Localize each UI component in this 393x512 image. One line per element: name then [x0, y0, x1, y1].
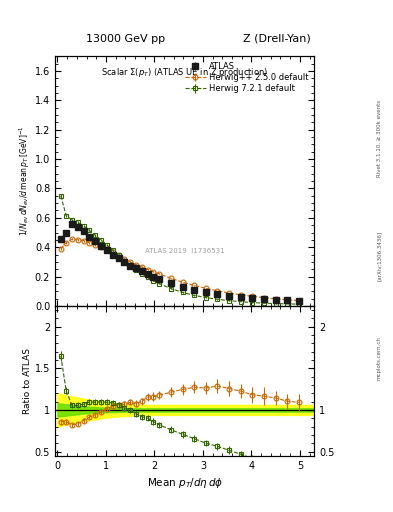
Text: ATLAS 2019  I1736531: ATLAS 2019 I1736531: [145, 248, 224, 254]
Y-axis label: Ratio to ATLAS: Ratio to ATLAS: [23, 348, 32, 414]
Text: 13000 GeV pp: 13000 GeV pp: [86, 33, 165, 44]
Text: [arXiv:1306.3436]: [arXiv:1306.3436]: [377, 231, 382, 281]
Y-axis label: $1/N_{ev}\,dN_{ev}/d\,\mathrm{mean}\,p_T\,[\mathrm{GeV}]^{-1}$: $1/N_{ev}\,dN_{ev}/d\,\mathrm{mean}\,p_T…: [18, 126, 32, 237]
Text: Scalar $\Sigma(p_T)$ (ATLAS UE in Z production): Scalar $\Sigma(p_T)$ (ATLAS UE in Z prod…: [101, 66, 268, 79]
Text: mcplots.cern.ch: mcplots.cern.ch: [377, 336, 382, 380]
Legend: ATLAS, Herwig++ 2.5.0 default, Herwig 7.2.1 default: ATLAS, Herwig++ 2.5.0 default, Herwig 7.…: [183, 60, 310, 95]
X-axis label: Mean $p_T/d\eta\,d\phi$: Mean $p_T/d\eta\,d\phi$: [147, 476, 223, 490]
Text: Rivet 3.1.10, ≥ 300k events: Rivet 3.1.10, ≥ 300k events: [377, 100, 382, 177]
Text: Z (Drell-Yan): Z (Drell-Yan): [243, 33, 310, 44]
